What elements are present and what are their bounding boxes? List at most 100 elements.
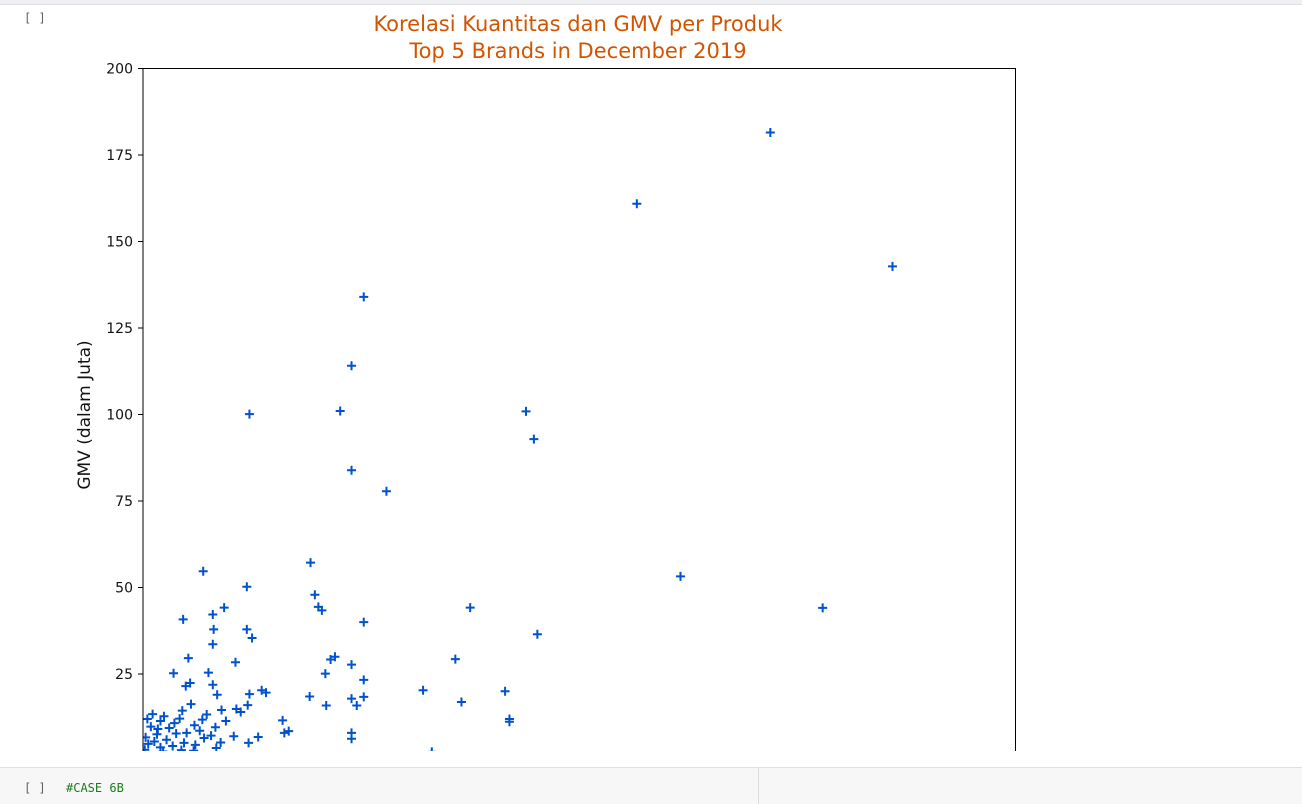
data-point	[347, 361, 357, 371]
output-cell-run-indicator[interactable]: [ ]	[24, 11, 46, 25]
data-point	[197, 715, 207, 725]
data-point	[335, 406, 345, 416]
data-point	[175, 714, 185, 724]
data-point	[182, 728, 192, 738]
data-point	[143, 739, 153, 749]
data-point	[320, 669, 330, 679]
data-point	[456, 697, 466, 707]
data-point	[212, 690, 222, 700]
data-point	[279, 728, 289, 738]
data-point	[347, 694, 357, 704]
data-point	[347, 660, 357, 670]
data-point	[208, 680, 218, 690]
data-point	[529, 434, 539, 444]
data-point	[199, 733, 209, 743]
data-point	[148, 709, 158, 719]
data-point	[247, 633, 257, 643]
data-point	[347, 465, 357, 475]
y-tick-label: 100	[106, 408, 133, 424]
plot-frame	[142, 68, 1016, 751]
data-point	[359, 675, 369, 685]
code-editor[interactable]: #CASE 6B	[58, 768, 759, 804]
data-point	[158, 747, 168, 751]
data-point	[818, 603, 828, 613]
data-point	[202, 709, 212, 719]
data-point	[143, 732, 151, 742]
data-point	[261, 688, 271, 698]
data-point	[418, 685, 428, 695]
data-point	[183, 653, 193, 663]
data-point	[887, 261, 897, 271]
data-point	[465, 603, 475, 613]
data-point	[253, 732, 263, 742]
data-point	[321, 700, 331, 710]
cell-output-area: Korelasi Kuantitas dan GMV per Produk To…	[0, 4, 1302, 767]
data-point	[208, 639, 218, 649]
data-point	[153, 724, 163, 734]
data-point	[219, 603, 229, 613]
data-point	[176, 745, 186, 751]
data-point	[352, 700, 362, 710]
data-point	[195, 726, 205, 736]
data-point	[198, 566, 208, 576]
data-point	[632, 199, 642, 209]
data-point	[310, 590, 320, 600]
data-point	[155, 716, 165, 726]
next-cell-run-indicator[interactable]: [ ]	[24, 781, 46, 795]
data-point	[177, 706, 187, 716]
data-point	[675, 571, 685, 581]
data-point	[164, 723, 174, 733]
data-point	[244, 409, 254, 419]
previous-cell-edge	[0, 0, 1302, 5]
code-comment: #CASE 6B	[66, 781, 124, 795]
chart-title-line-1: Korelasi Kuantitas dan GMV per Produk	[373, 12, 783, 36]
y-tick-label: 200	[106, 62, 133, 78]
data-point	[284, 726, 294, 736]
data-point	[242, 582, 252, 592]
data-point	[208, 609, 218, 619]
scatter-points	[143, 128, 897, 751]
data-point	[221, 716, 231, 726]
data-point	[765, 128, 775, 138]
data-point	[209, 624, 219, 634]
data-point	[243, 700, 253, 710]
data-point	[359, 292, 369, 302]
data-point	[143, 745, 150, 751]
data-point	[217, 705, 227, 715]
data-point	[330, 652, 340, 662]
data-point	[171, 729, 181, 739]
data-point	[189, 746, 199, 751]
data-point	[168, 741, 178, 751]
y-tick-label: 175	[106, 148, 133, 164]
data-point	[230, 657, 240, 667]
data-point	[186, 699, 196, 709]
data-point	[359, 692, 369, 702]
data-point	[500, 686, 510, 696]
data-point	[244, 738, 254, 748]
data-point	[359, 617, 369, 627]
data-point	[278, 715, 288, 725]
data-point	[179, 738, 189, 748]
data-point	[190, 740, 200, 750]
data-point	[427, 747, 437, 751]
data-point	[229, 731, 239, 741]
data-point	[162, 735, 172, 745]
data-point	[242, 624, 252, 634]
y-tick-label: 125	[106, 321, 133, 337]
data-point	[146, 722, 156, 732]
next-code-cell[interactable]: [ ] #CASE 6B	[0, 767, 1302, 804]
data-point	[149, 736, 159, 746]
data-point	[381, 486, 391, 496]
data-point	[143, 714, 152, 724]
data-point	[504, 717, 514, 727]
data-point	[203, 668, 213, 678]
data-point	[532, 629, 542, 639]
data-point	[450, 654, 460, 664]
y-axis-label: GMV (dalam Juta)	[75, 340, 95, 489]
data-point	[347, 734, 357, 744]
data-point	[189, 720, 199, 730]
data-point	[216, 738, 226, 748]
scatter-chart: Korelasi Kuantitas dan GMV per Produk To…	[75, 12, 1016, 751]
data-point	[210, 722, 220, 732]
data-point	[305, 691, 315, 701]
